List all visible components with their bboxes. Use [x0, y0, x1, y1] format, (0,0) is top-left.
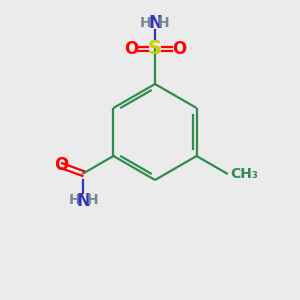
Text: H: H [68, 194, 80, 208]
Text: H: H [86, 194, 98, 208]
Text: O: O [54, 157, 68, 175]
Text: O: O [124, 40, 138, 58]
Text: N: N [76, 191, 90, 209]
Text: N: N [148, 14, 162, 32]
Text: H: H [140, 16, 152, 30]
Text: O: O [172, 40, 186, 58]
Text: H: H [158, 16, 170, 30]
Text: S: S [148, 40, 162, 58]
Text: CH₃: CH₃ [230, 167, 258, 181]
